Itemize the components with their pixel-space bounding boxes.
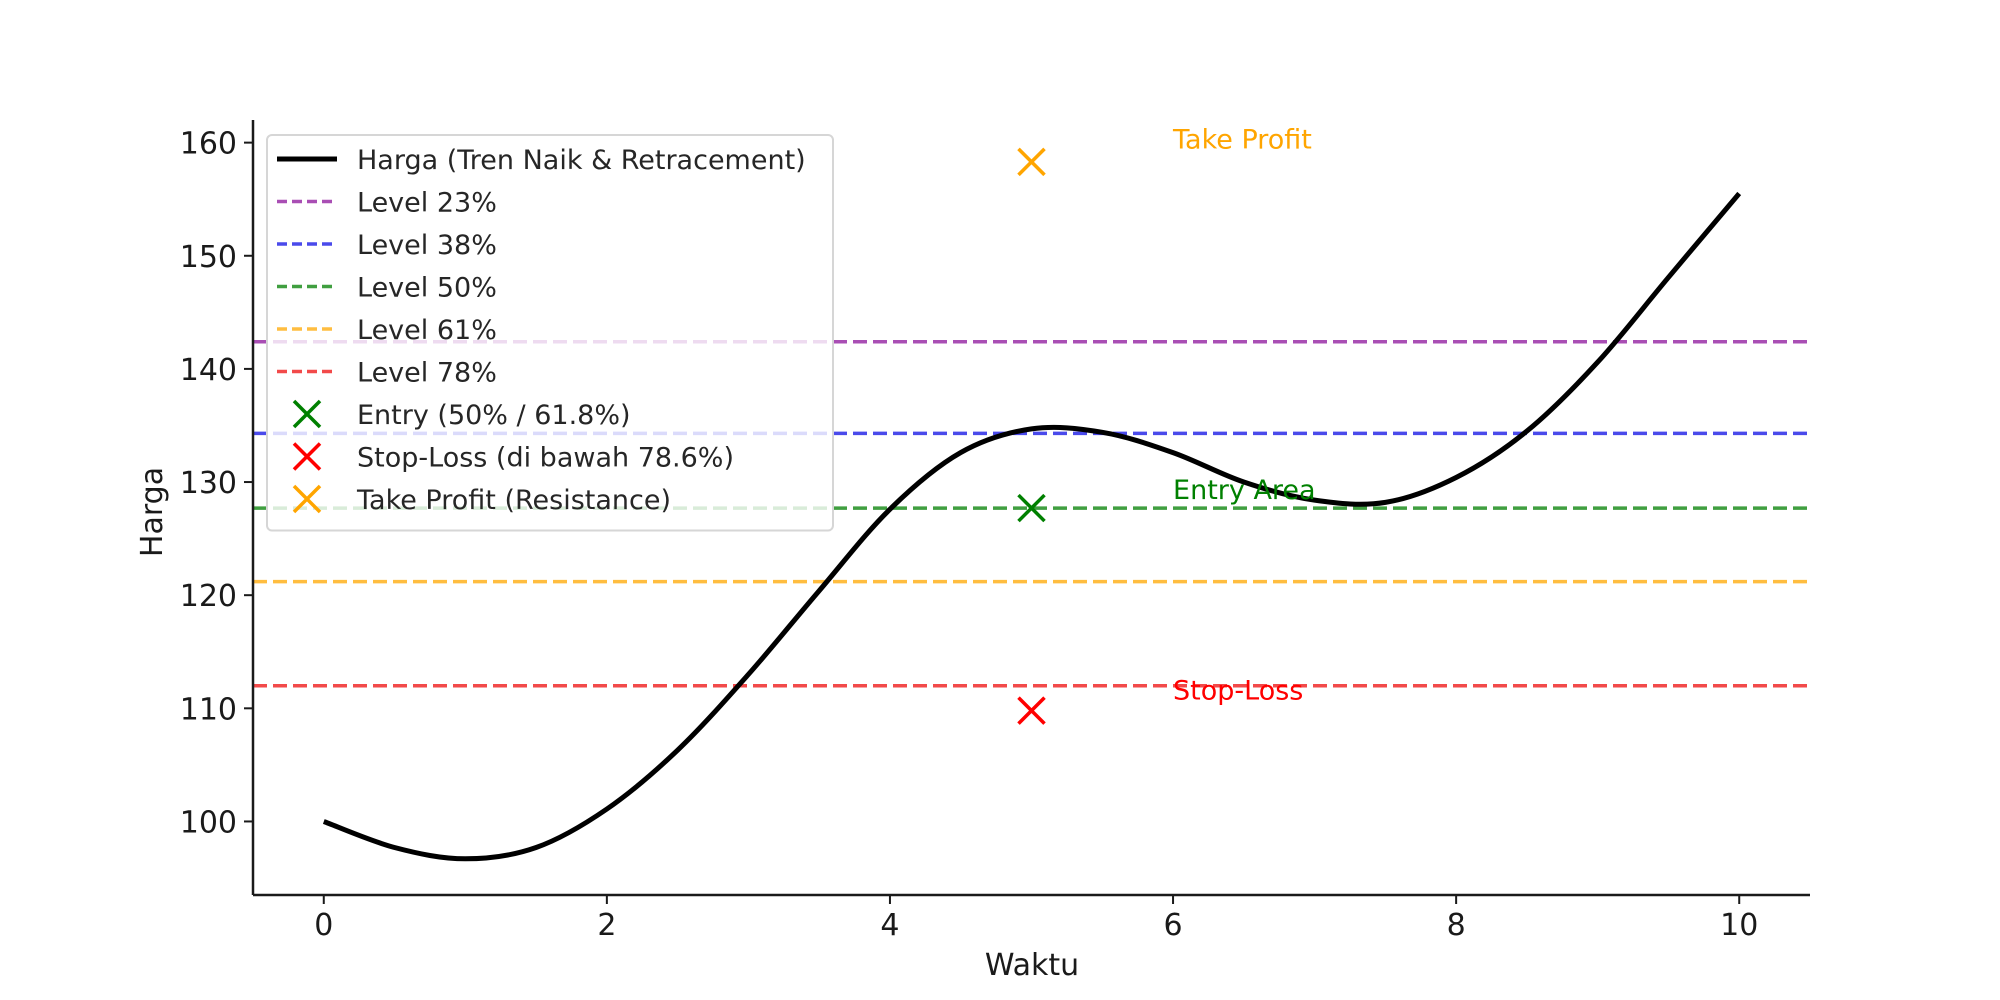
annotations: Take Profit Entry Area Stop-Loss [1172, 124, 1316, 706]
x-axis-label: Waktu [985, 948, 1079, 983]
markers [1017, 147, 1046, 725]
y-tick-label: 110 [180, 692, 237, 727]
legend-label: Stop-Loss (di bawah 78.6%) [357, 443, 734, 474]
legend-item: Level 61% [277, 315, 497, 346]
legend-item: Take Profit (Resistance) [292, 484, 671, 516]
legend: Harga (Tren Naik & Retracement) Level 23%… [266, 134, 834, 532]
legend-item: Entry (50% / 61.8%) [292, 399, 631, 431]
marker-1 [1017, 696, 1046, 725]
annotation-0: Take Profit [1172, 124, 1312, 155]
price-line [322, 191, 1742, 862]
legend-swatch [292, 442, 322, 471]
y-axis-label: Harga [135, 467, 170, 557]
legend-label: Level 50% [357, 273, 497, 304]
legend-swatch [292, 399, 322, 429]
legend-item: Level 78% [277, 358, 497, 389]
marker-2 [1017, 147, 1046, 177]
axes: 0 2 4 6 8 10 100 110 120 130 140 150 160 [180, 120, 1810, 943]
legend-item: Stop-Loss (di bawah 78.6%) [292, 442, 734, 474]
x-tick-label: 0 [314, 908, 333, 943]
y-tick-label: 140 [180, 353, 237, 388]
legend-swatch [292, 484, 322, 514]
legend-item: Level 38% [277, 230, 497, 261]
y-tick-label: 150 [180, 240, 237, 275]
annotation-1: Entry Area [1173, 475, 1316, 506]
x-tick-label: 2 [597, 908, 616, 943]
legend-label: Entry (50% / 61.8%) [357, 400, 631, 431]
legend-item: Harga (Tren Naik & Retracement) [277, 145, 806, 176]
legend-label: Level 78% [357, 358, 497, 389]
price-series [322, 191, 1742, 862]
x-tick-label: 6 [1163, 908, 1182, 943]
x-tick-label: 4 [880, 908, 899, 943]
legend-box [266, 134, 834, 532]
y-tick-label: 100 [180, 805, 237, 840]
legend-label: Take Profit (Resistance) [356, 485, 671, 516]
legend-item: Level 23% [277, 188, 497, 219]
x-tick-label: 8 [1447, 908, 1466, 943]
legend-label: Harga (Tren Naik & Retracement) [357, 145, 806, 176]
x-tick-label: 10 [1720, 908, 1758, 943]
legend-item: Level 50% [277, 273, 497, 304]
y-tick-label: 130 [180, 466, 237, 501]
annotation-2: Stop-Loss [1173, 675, 1303, 706]
legend-label: Level 61% [357, 315, 497, 346]
legend-label: Level 38% [357, 230, 497, 261]
legend-label: Level 23% [357, 188, 497, 219]
y-tick-label: 120 [180, 579, 237, 614]
y-tick-label: 160 [180, 127, 237, 162]
marker-0 [1017, 493, 1046, 523]
